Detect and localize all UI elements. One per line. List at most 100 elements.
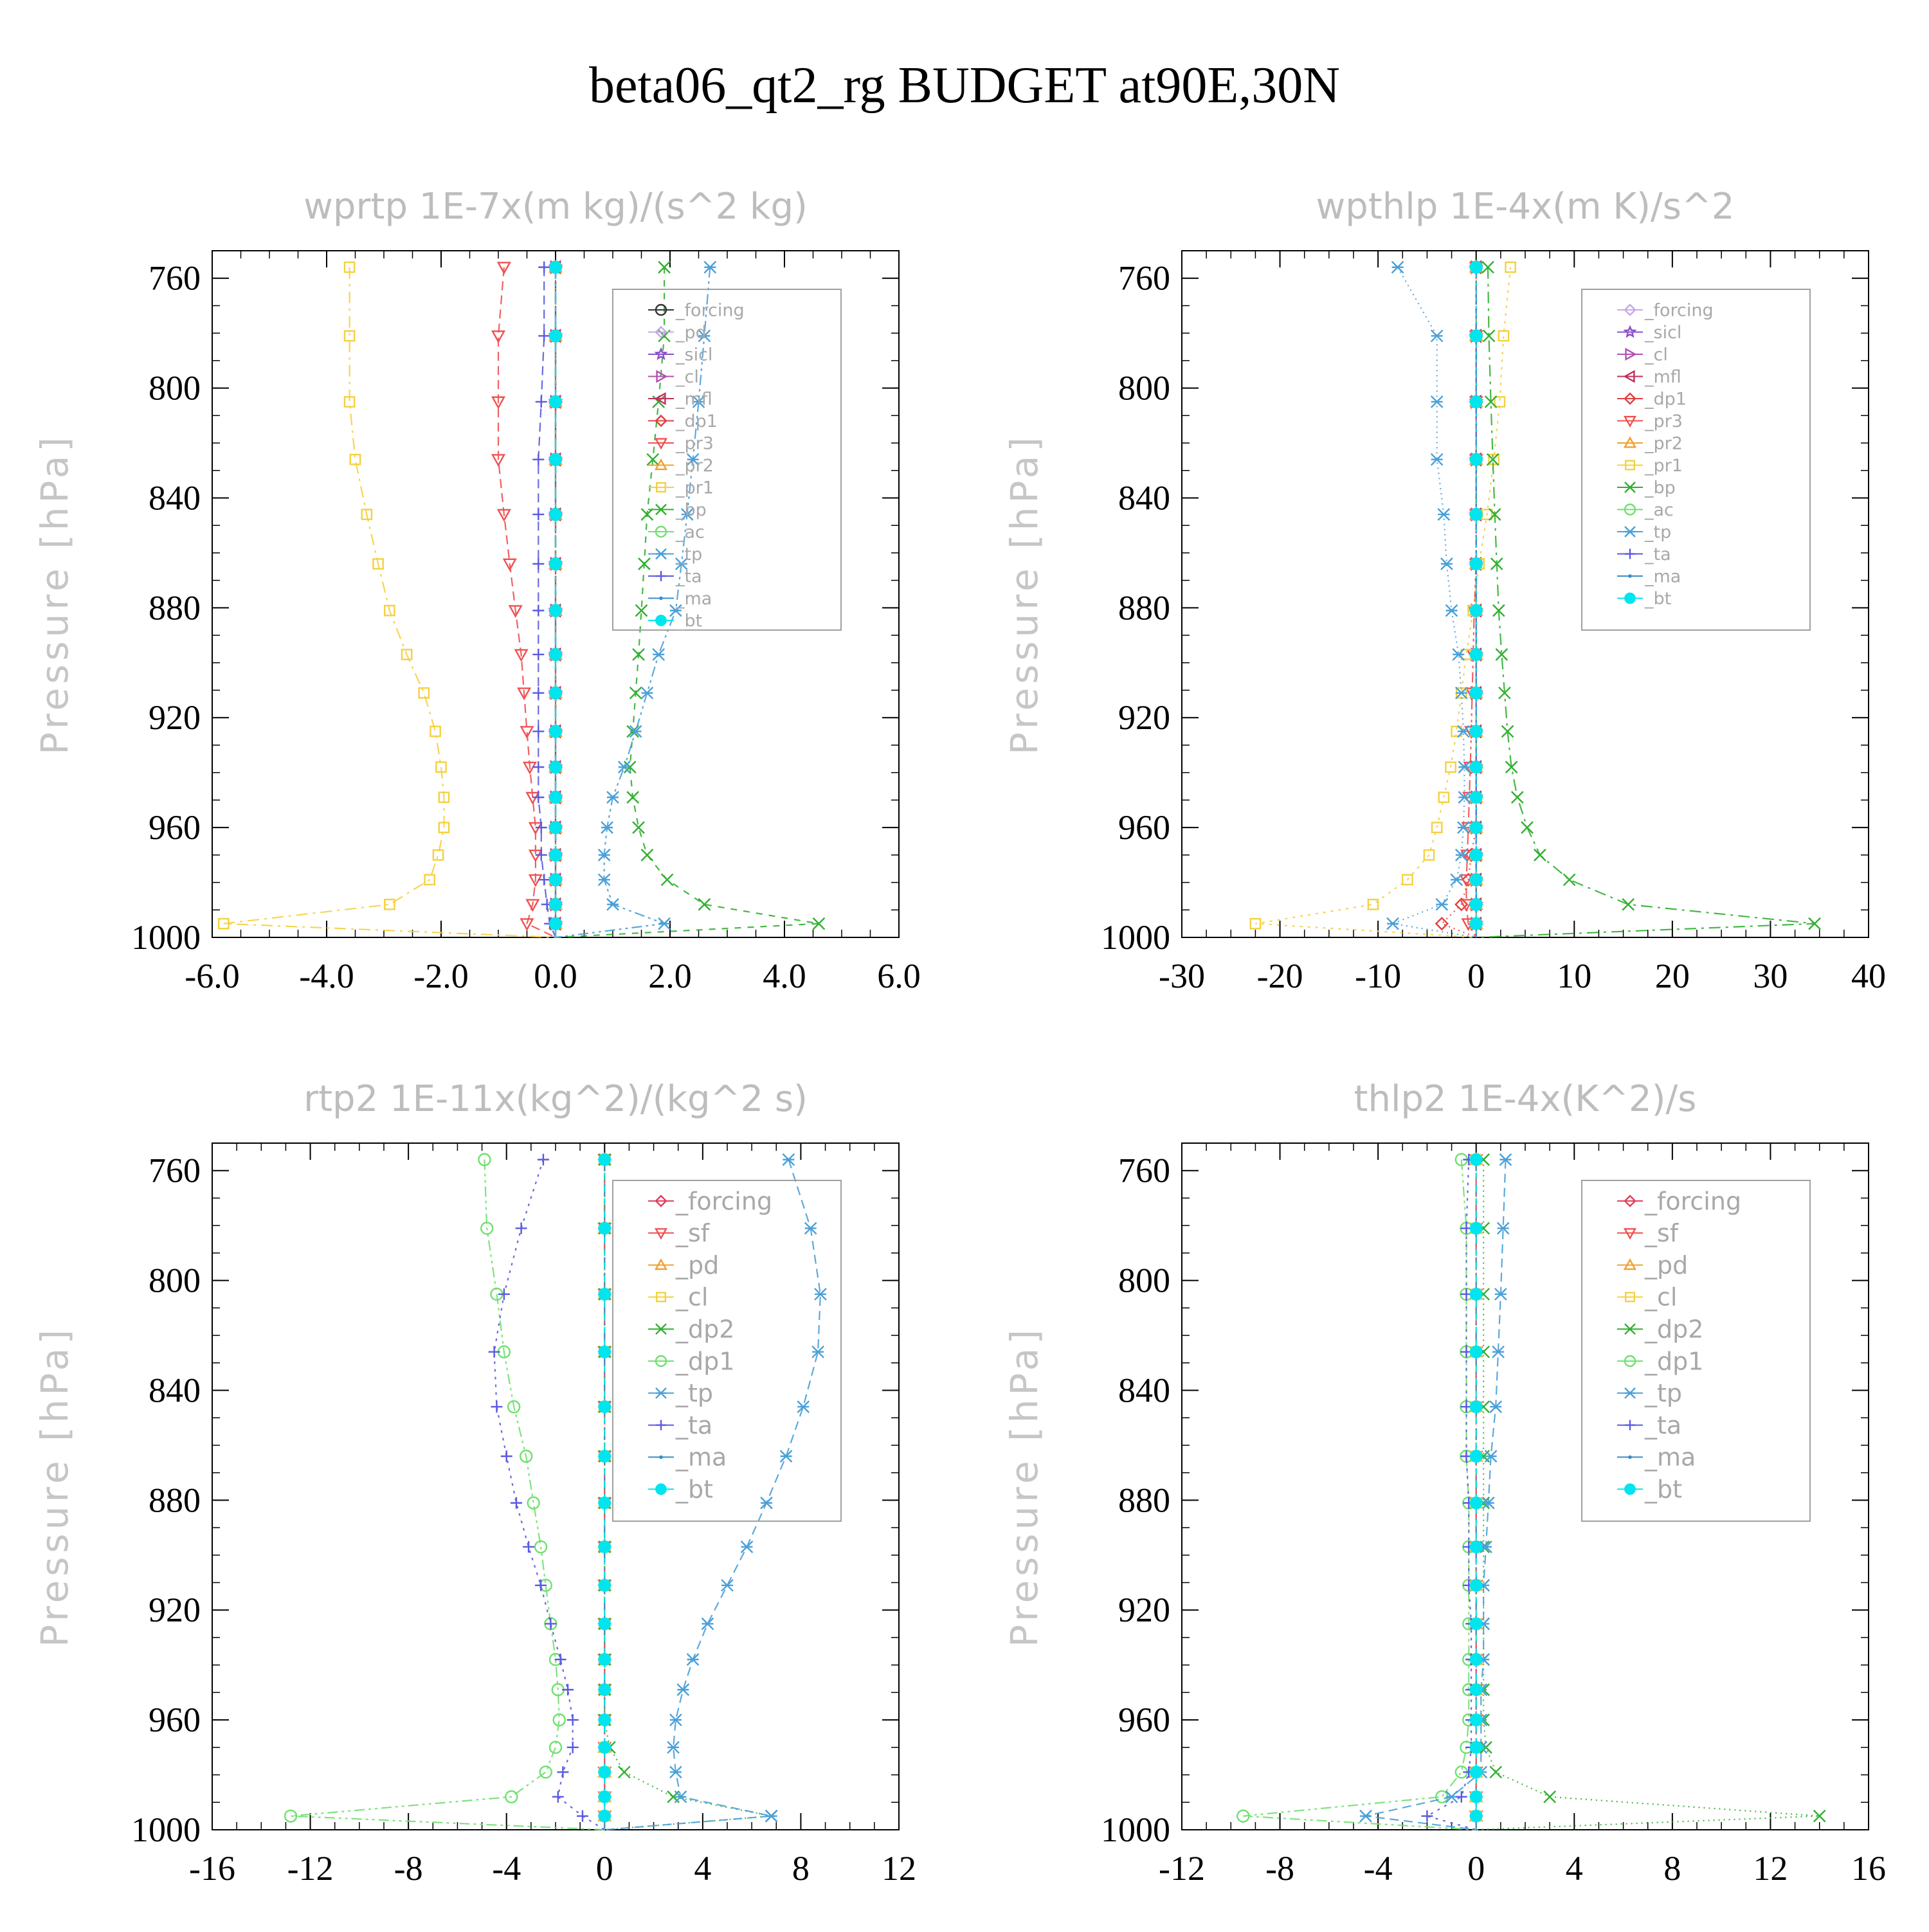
data-point (1501, 725, 1514, 738)
data-point (532, 558, 545, 570)
data-point (1469, 1400, 1483, 1414)
legend-label: _ta (675, 1411, 712, 1440)
data-point (549, 557, 562, 570)
series-line (1365, 1159, 1507, 1831)
legend-marker (1623, 436, 1637, 448)
data-point (552, 1713, 566, 1727)
legend-label: _pr2 (1644, 433, 1683, 453)
data-point (432, 849, 444, 861)
data-point (1534, 848, 1546, 862)
legend-item: _pd (648, 1251, 719, 1279)
data-point (435, 761, 447, 773)
data-point (635, 604, 648, 617)
data-point (1469, 761, 1483, 774)
x-tick-label: 4 (694, 1849, 711, 1888)
series-line (1243, 1159, 1476, 1831)
x-tick-label: 4.0 (763, 957, 806, 995)
data-point (1469, 508, 1483, 521)
data-point (496, 262, 511, 275)
series-line (1390, 267, 1476, 939)
data-point (1438, 791, 1450, 803)
series-line (604, 1159, 822, 1831)
legend-label: _forcing (675, 1187, 772, 1215)
legend-marker (1624, 1355, 1636, 1368)
y-tick-label: 920 (1118, 698, 1170, 737)
legend-marker (655, 414, 667, 428)
x-tick-label: -4.0 (299, 957, 354, 995)
data-point (532, 687, 545, 699)
data-point (549, 761, 562, 774)
legend-marker (1624, 303, 1636, 316)
legend-label: _dp1 (675, 411, 718, 431)
legend-marker (1625, 548, 1635, 559)
data-point (652, 648, 666, 661)
data-point (1562, 873, 1576, 887)
data-point (1469, 604, 1483, 617)
y-axis-label: Pressure [hPa] (33, 433, 77, 755)
data-point (1445, 1790, 1458, 1803)
legend-marker (1624, 1323, 1636, 1335)
y-tick-label: 960 (149, 1701, 201, 1739)
data-point (1469, 1345, 1483, 1359)
data-point (418, 687, 430, 699)
legend-label: _cl (1644, 345, 1668, 365)
data-point (538, 874, 550, 886)
series-tp (1359, 1153, 1512, 1831)
data-point (1454, 898, 1469, 912)
data-point (491, 454, 506, 467)
data-point (549, 791, 562, 804)
data-point (1430, 453, 1444, 466)
legend-label: _ac (675, 522, 705, 542)
legend-label: _bp (1644, 478, 1676, 498)
legend-marker (655, 503, 667, 516)
data-point (548, 1740, 563, 1755)
data-point (498, 1288, 510, 1300)
data-point (779, 1450, 793, 1463)
data-point (811, 1345, 824, 1359)
legend-item: _ac (1617, 500, 1674, 520)
data-point (629, 725, 642, 738)
data-point (1454, 848, 1468, 862)
data-point (520, 726, 534, 739)
data-point (1469, 873, 1483, 887)
legend-item: _cl (1617, 345, 1668, 365)
data-point (525, 899, 540, 912)
data-point (532, 761, 545, 773)
legend-marker (654, 1228, 668, 1240)
legend-label: _ta (1644, 545, 1671, 564)
data-point (1469, 686, 1483, 700)
data-point (1421, 1810, 1433, 1822)
data-point (1469, 557, 1483, 570)
legend-item: _forcing (648, 1187, 772, 1215)
x-tick-label: 4 (1566, 1849, 1583, 1888)
series-bt (549, 260, 562, 937)
y-tick-label: 880 (149, 1481, 201, 1519)
y-tick-label: 800 (149, 1261, 201, 1300)
data-point (1359, 1809, 1372, 1823)
legend-label: _cl (675, 1283, 708, 1312)
data-point (598, 1153, 611, 1166)
data-point (658, 917, 671, 930)
legend-item: _pr3 (648, 433, 714, 453)
data-point (640, 848, 654, 862)
series-pr3 (1459, 262, 1483, 938)
y-tick-label: 840 (1118, 478, 1170, 517)
legend-marker (1623, 325, 1637, 338)
data-point (1481, 1496, 1495, 1510)
x-tick-label: 16 (1851, 1849, 1886, 1888)
data-point (552, 1791, 564, 1803)
data-point (549, 604, 562, 617)
legend-marker (1625, 347, 1637, 361)
data-point (343, 261, 356, 273)
x-tick-label: 0 (596, 1849, 613, 1888)
data-point (1482, 329, 1496, 343)
legend-marker (1624, 1387, 1636, 1399)
legend-marker (1623, 370, 1635, 383)
data-point (598, 1790, 611, 1803)
legend-label: _bp (675, 500, 707, 520)
x-tick-label: -8 (394, 1849, 423, 1888)
legend-marker (1624, 1195, 1636, 1207)
legend-item: _bt (1617, 589, 1671, 609)
data-point (1452, 648, 1465, 661)
legend-marker (1624, 482, 1636, 493)
